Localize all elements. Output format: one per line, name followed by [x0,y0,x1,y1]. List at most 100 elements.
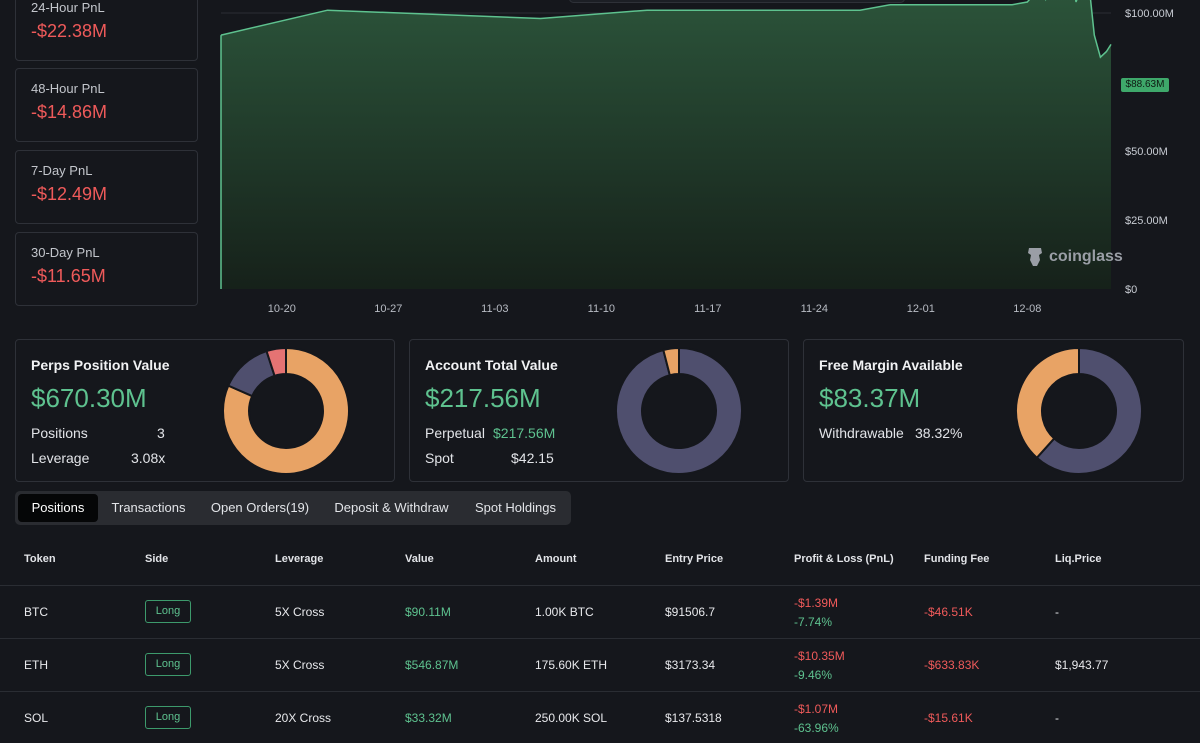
pnl-value: -$14.86M [31,102,108,122]
pnl-label: 24-Hour PnL [31,0,105,15]
x-tick-label: 12-08 [1013,303,1041,315]
watermark: coinglass [1025,246,1123,268]
cell-liq-price: - [1055,711,1059,725]
cell-entry-price: $91506.7 [665,605,716,619]
chart-series-line [220,0,1112,59]
col-side: Side [145,553,169,565]
pnl-value: -$22.38M [31,21,108,41]
panel-title: Perps Position Value [31,357,170,373]
cell-funding-fee: -$633.83K [924,658,980,672]
free-margin-panel: Free Margin Available $83.37M Withdrawab… [803,339,1184,482]
tab-open-orders[interactable]: Open Orders(19) [210,500,310,515]
withdrawable-label: Withdrawable [819,425,904,441]
pnl-label: 48-Hour PnL [31,81,105,96]
y-tick-label: $100.00M [1125,8,1174,20]
x-tick-label: 11-10 [588,303,615,315]
panel-title: Account Total Value [425,357,558,373]
cell-pnl: -$1.39M [794,596,839,610]
panel-value: $670.30M [31,383,147,413]
positions-label: Positions [31,425,88,441]
x-tick-label: 11-03 [481,303,508,315]
side-badge: Long [145,706,191,729]
col-amount: Amount [535,553,577,565]
col-token: Token [24,553,56,565]
donut-slice [1015,346,1080,460]
chart-area [221,0,1111,289]
cell-liq-price: $1,943.77 [1055,658,1109,672]
cell-entry-price: $3173.34 [665,658,716,672]
donut-slice [615,346,743,475]
donut-slice [662,346,680,377]
cell-liq-price: - [1055,605,1059,619]
tab-bar: Positions Transactions Open Orders(19) D… [15,491,571,525]
watermark-text: coinglass [1049,248,1123,265]
perpetual-label: Perpetual [425,425,485,441]
col-liq-price: Liq.Price [1055,553,1102,565]
col-leverage: Leverage [275,553,324,565]
tab-deposit-withdraw[interactable]: Deposit & Withdraw [334,500,449,515]
cell-funding-fee: -$15.61K [924,711,973,725]
current-value-tag: $88.63M [1121,78,1169,92]
x-tick-label: 10-27 [374,303,402,315]
pnl-label: 7-Day PnL [31,163,93,178]
cell-token: ETH [24,658,48,672]
perps-donut-chart [222,346,350,475]
coinglass-logo-icon [1028,248,1042,266]
positions-value: 3 [157,425,165,441]
pnl-card-24h: 24-Hour PnL -$22.38M [15,0,198,61]
tab-transactions[interactable]: Transactions [111,500,186,515]
cell-amount: 175.60K ETH [535,658,608,672]
pnl-value: -$11.65M [31,266,106,286]
panel-title: Free Margin Available [819,357,963,373]
account-donut-chart [615,346,743,475]
x-tick-label: 10-20 [268,303,296,315]
cell-pnl: -$1.07M [794,702,839,716]
pnl-card-48h: 48-Hour PnL -$14.86M [15,68,198,142]
pnl-chart: 10-20 10-27 11-03 11-10 11-17 11-24 12-01 12-08… [220,0,1174,315]
pnl-card-30d: 30-Day PnL -$11.65M [15,232,198,306]
margin-donut-chart [1015,346,1143,475]
col-entry-price: Entry Price [665,553,724,565]
tab-spot-holdings[interactable]: Spot Holdings [475,500,556,515]
y-tick-label: $50.00M [1125,146,1168,158]
cell-entry-price: $137.5318 [665,711,722,725]
cell-pnl-pct: -9.46% [794,668,833,682]
cell-leverage: 5X Cross [275,605,325,619]
side-badge: Long [145,653,191,676]
tab-positions[interactable]: Positions [18,494,98,522]
perpetual-value: $217.56M [493,425,556,441]
y-tick-label: $25.00M [1125,215,1168,227]
spot-label: Spot [425,450,454,466]
cell-pnl-pct: -63.96% [794,721,839,735]
panel-value: $217.56M [425,383,541,413]
cell-leverage: 20X Cross [275,711,332,725]
col-funding-fee: Funding Fee [924,553,990,565]
cell-pnl-pct: -7.74% [794,615,833,629]
panel-value: $83.37M [819,383,921,413]
cell-funding-fee: -$46.51K [924,605,973,619]
spot-value: $42.15 [511,450,554,466]
table-divider [0,691,1200,692]
cell-pnl: -$10.35M [794,649,845,663]
x-tick-label: 11-17 [694,303,721,315]
x-tick-label: 11-24 [801,303,828,315]
cell-token: SOL [24,711,49,725]
table-divider [0,638,1200,639]
table-divider [0,585,1200,586]
donut-slice [1035,346,1143,475]
cell-leverage: 5X Cross [275,658,325,672]
account-total-panel: Account Total Value $217.56M Perpetual $… [409,339,789,482]
side-badge: Long [145,600,191,623]
pnl-label: 30-Day PnL [31,245,100,260]
y-tick-label: $0 [1125,284,1137,296]
cell-value: $90.11M [405,605,451,619]
donut-slice [227,349,276,398]
col-pnl: Profit & Loss (PnL) [794,553,894,565]
cell-value: $33.32M [405,711,452,725]
pnl-value: -$12.49M [31,184,108,204]
leverage-value: 3.08x [131,450,166,466]
pnl-card-7d: 7-Day PnL -$12.49M [15,150,198,224]
x-tick-label: 12-01 [907,303,935,315]
cell-token: BTC [24,605,48,619]
donut-slice [265,346,287,378]
